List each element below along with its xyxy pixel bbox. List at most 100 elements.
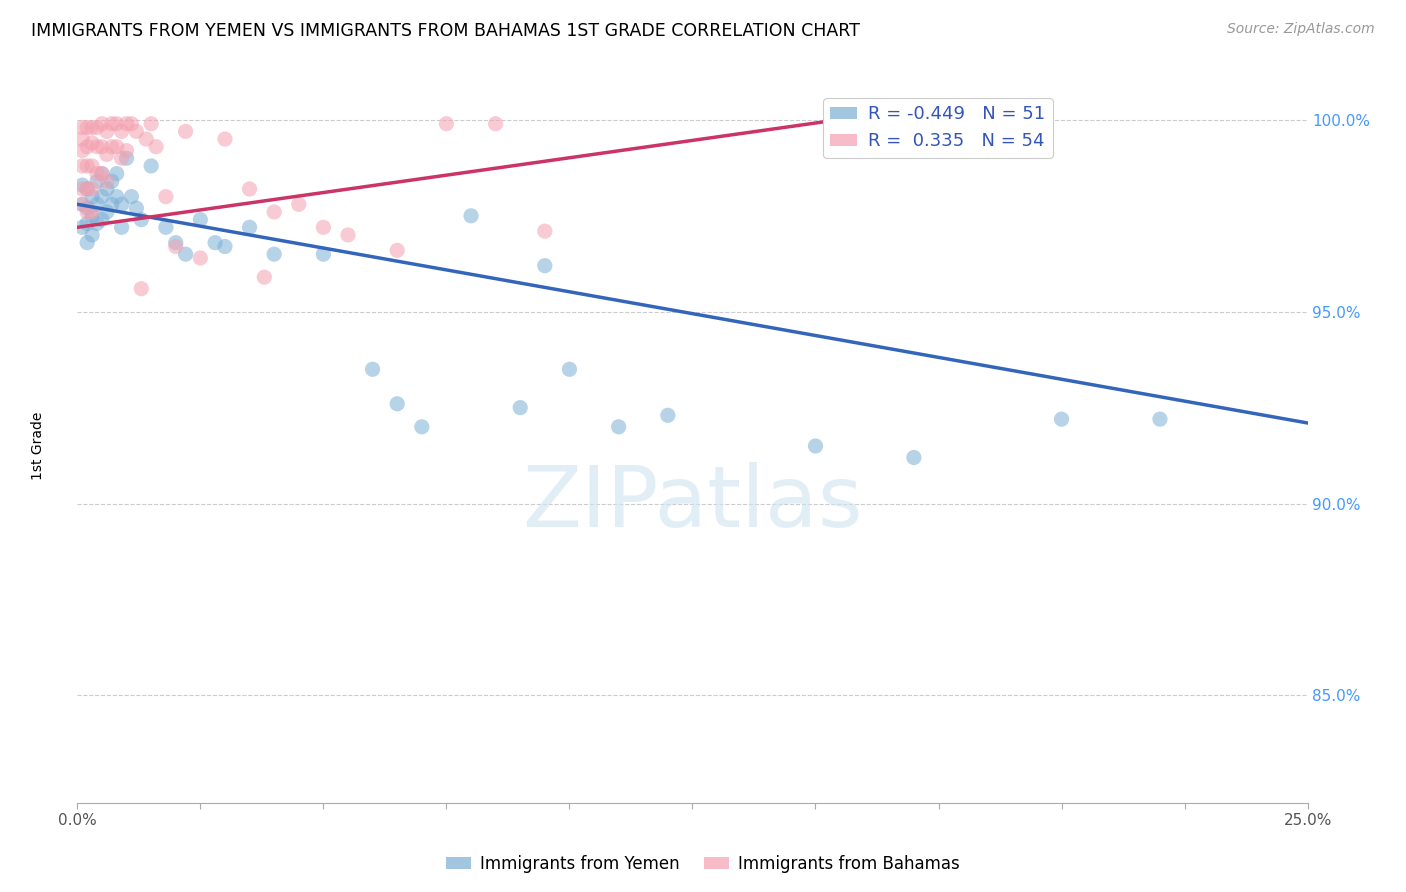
Point (90, 167, 114, 181)
Point (111, 220, 132, 235)
Point (105, 117, 128, 131)
Point (70, 159, 93, 173)
Point (86, 120, 108, 135)
Point (101, 197, 124, 211)
Point (111, 124, 132, 138)
Point (76, 159, 98, 173)
Legend: R = -0.449   N = 51, R =  0.335   N = 54: R = -0.449 N = 51, R = 0.335 N = 54 (823, 98, 1053, 158)
Point (90, 167, 114, 181)
Point (101, 117, 124, 131)
Point (96, 124, 118, 138)
Point (70, 220, 93, 235)
Point (188, 251, 212, 265)
Point (385, 244, 409, 258)
Point (105, 167, 128, 181)
Point (70, 132, 93, 146)
Point (86, 217, 108, 231)
Point (165, 239, 187, 253)
Point (70, 178, 93, 193)
Point (76, 201, 98, 215)
Point (174, 124, 197, 138)
Point (70, 197, 93, 211)
Point (86, 140, 108, 154)
Point (90, 140, 114, 154)
Point (76, 182, 98, 196)
Point (239, 220, 262, 235)
Point (312, 247, 335, 261)
Point (82, 136, 104, 150)
Point (253, 270, 276, 285)
Point (70, 144, 93, 158)
Text: ZIPatlas: ZIPatlas (522, 461, 863, 545)
Point (1149, 412, 1171, 426)
Point (141, 159, 163, 173)
Point (96, 205, 118, 219)
Point (115, 151, 138, 165)
Point (111, 151, 132, 165)
Point (436, 117, 458, 131)
Point (86, 167, 108, 181)
Point (125, 124, 148, 138)
Point (82, 205, 104, 219)
Point (1050, 412, 1073, 426)
Point (214, 239, 236, 253)
Point (76, 205, 98, 219)
Point (385, 397, 409, 411)
Point (121, 117, 143, 131)
Point (174, 247, 197, 261)
Point (82, 120, 104, 135)
Point (76, 235, 98, 250)
Point (155, 189, 177, 203)
Text: IMMIGRANTS FROM YEMEN VS IMMIGRANTS FROM BAHAMAS 1ST GRADE CORRELATION CHART: IMMIGRANTS FROM YEMEN VS IMMIGRANTS FROM… (31, 22, 860, 40)
Point (82, 182, 104, 196)
Point (188, 212, 212, 227)
Point (337, 227, 360, 242)
Point (263, 205, 285, 219)
Point (263, 247, 285, 261)
Point (86, 197, 108, 211)
Point (76, 140, 98, 154)
Point (903, 450, 925, 465)
Point (129, 282, 153, 296)
Point (125, 201, 148, 215)
Point (111, 197, 132, 211)
Point (76, 217, 98, 231)
Point (70, 182, 93, 196)
Point (239, 182, 262, 196)
Point (82, 159, 104, 173)
Point (96, 182, 118, 196)
Point (558, 362, 581, 376)
Point (411, 419, 433, 434)
Point (86, 174, 108, 188)
Point (534, 224, 557, 238)
Point (460, 209, 482, 223)
Point (82, 227, 104, 242)
Legend: Immigrants from Yemen, Immigrants from Bahamas: Immigrants from Yemen, Immigrants from B… (440, 848, 966, 880)
Point (288, 197, 311, 211)
Point (312, 220, 335, 235)
Point (135, 132, 157, 146)
Text: Source: ZipAtlas.com: Source: ZipAtlas.com (1227, 22, 1375, 37)
Point (82, 189, 104, 203)
Point (96, 147, 118, 161)
Point (804, 439, 827, 453)
Point (141, 117, 163, 131)
Point (165, 235, 187, 250)
Point (214, 132, 236, 146)
Point (145, 140, 167, 154)
Point (115, 144, 138, 158)
Point (70, 120, 93, 135)
Point (76, 182, 98, 196)
Point (509, 401, 531, 415)
Point (96, 174, 118, 188)
Point (657, 409, 679, 423)
Point (101, 140, 124, 154)
Point (101, 174, 124, 188)
Point (105, 140, 128, 154)
Point (90, 117, 114, 131)
Point (70, 197, 93, 211)
Point (82, 209, 104, 223)
Point (129, 212, 153, 227)
Point (204, 235, 226, 250)
Point (361, 362, 384, 376)
